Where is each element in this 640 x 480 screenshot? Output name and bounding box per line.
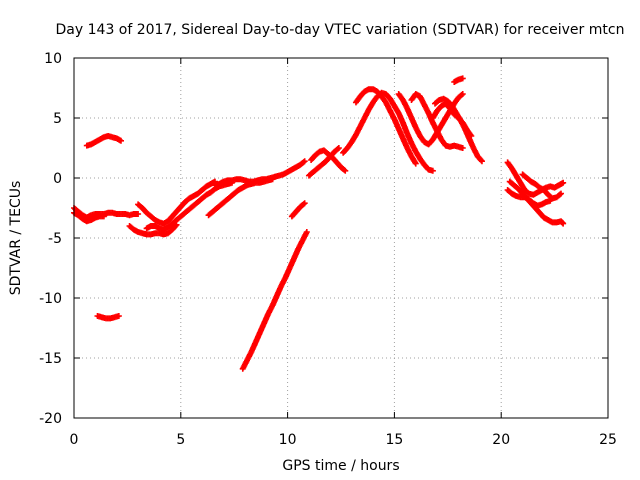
chart-title: Day 143 of 2017, Sidereal Day-to-day VTE…	[56, 22, 625, 38]
data-point	[478, 157, 485, 164]
x-tick-label: 15	[385, 432, 403, 448]
y-tick-label: -15	[39, 351, 62, 367]
data-point	[341, 166, 348, 173]
x-axis-title: GPS time / hours	[282, 458, 399, 474]
x-axis-ticks: 0 5 10 15 20 25	[70, 58, 617, 448]
data-point	[560, 179, 567, 186]
series-arc-4	[94, 313, 122, 322]
data-point	[100, 213, 107, 220]
series-arc-6	[135, 178, 218, 227]
data-point	[412, 160, 419, 167]
x-tick-label: 5	[176, 432, 185, 448]
data-point	[334, 145, 341, 152]
data-point	[342, 167, 349, 174]
data-point	[301, 200, 308, 207]
y-tick-label: -5	[48, 231, 62, 247]
data-point	[115, 313, 122, 319]
data-point	[459, 75, 466, 82]
x-tick-label: 20	[492, 432, 510, 448]
series-arc-19	[431, 95, 485, 165]
series-arc-3	[83, 133, 124, 149]
grid-lines	[74, 58, 608, 418]
data-point	[556, 191, 563, 198]
data-point	[558, 190, 565, 197]
data-point	[135, 211, 142, 217]
series-arc-2	[71, 209, 107, 225]
x-tick-label: 25	[599, 432, 617, 448]
series-arc-15	[352, 86, 419, 167]
series-arc-23	[504, 187, 554, 209]
data-point	[459, 91, 466, 97]
x-tick-label: 10	[279, 432, 297, 448]
data-point	[335, 145, 342, 151]
series-arc-7	[143, 179, 236, 233]
series-arc-21	[504, 159, 567, 198]
series-arc-13	[308, 147, 349, 174]
series-arc-11	[288, 200, 308, 220]
series-arc-20	[451, 75, 466, 85]
series-arc-24	[519, 171, 565, 202]
series-arc-10	[239, 229, 310, 372]
series-arc-17	[408, 91, 466, 151]
data-point	[117, 137, 124, 144]
data-point	[560, 220, 567, 227]
data-point	[300, 201, 307, 208]
data-point	[301, 158, 308, 165]
y-tick-label: 10	[44, 51, 62, 67]
x-tick-label: 0	[70, 432, 79, 448]
data-point	[459, 145, 466, 151]
y-tick-label: 0	[53, 171, 62, 187]
series-arc-9	[211, 158, 308, 189]
y-axis-ticks: -20 -15 -10 -5 0 5 10	[39, 51, 608, 427]
data-points	[71, 75, 567, 372]
data-point	[303, 229, 310, 235]
data-point	[300, 159, 307, 166]
data-point	[478, 158, 485, 165]
y-tick-label: -20	[39, 411, 62, 427]
y-axis-title: SDTVAR / TECUs	[8, 181, 24, 296]
data-point	[429, 167, 436, 174]
y-tick-label: -10	[39, 291, 62, 307]
y-tick-label: 5	[53, 111, 62, 127]
data-point	[458, 91, 465, 98]
